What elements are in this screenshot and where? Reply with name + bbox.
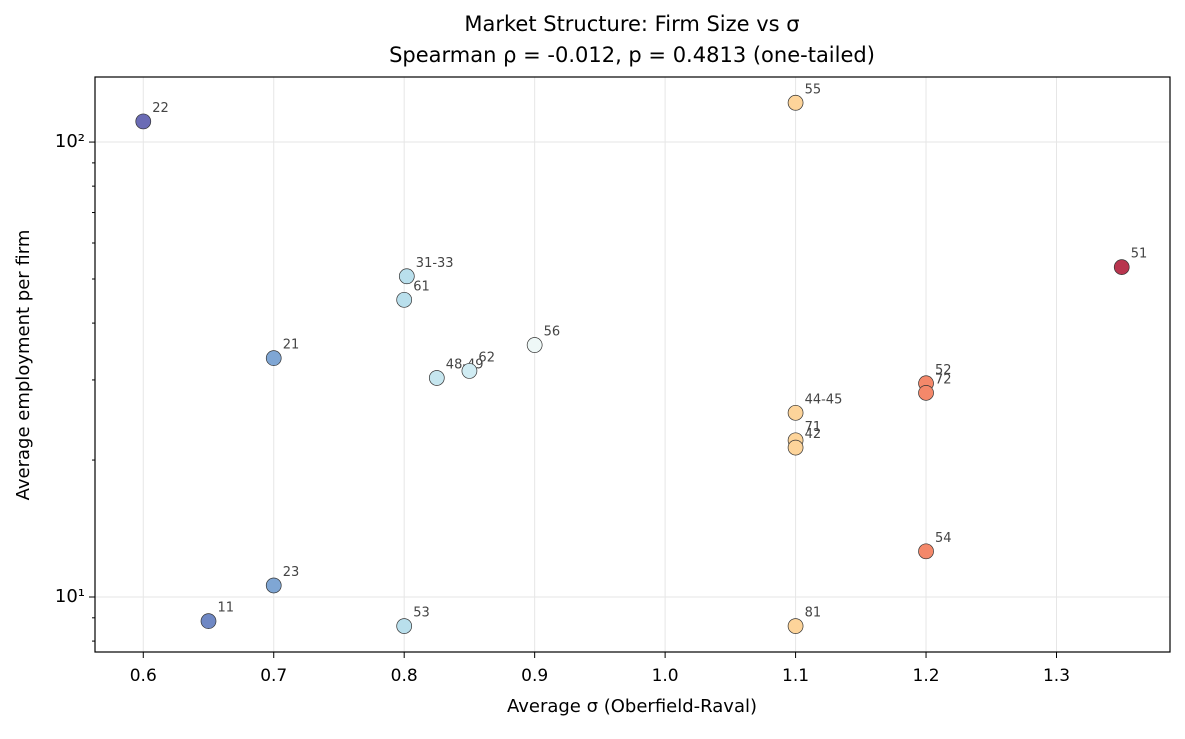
- x-tick-label: 0.9: [521, 666, 548, 686]
- point-label: 54: [935, 531, 952, 546]
- x-tick-label: 0.7: [260, 666, 287, 686]
- point-label: 62: [478, 350, 495, 365]
- x-tick-label: 0.6: [130, 666, 157, 686]
- point: [787, 618, 804, 634]
- point-label: 51: [1131, 247, 1148, 262]
- x-tick-label: 1.3: [1043, 666, 1070, 686]
- point-label: 44-45: [805, 392, 843, 407]
- point-label: 23: [283, 565, 300, 580]
- point-label: 11: [218, 601, 235, 616]
- point: [396, 291, 413, 308]
- point-label: 42: [805, 427, 822, 442]
- point: [398, 268, 415, 285]
- point-label: 71: [805, 420, 822, 435]
- point: [135, 113, 152, 130]
- x-tick-label: 1.1: [782, 666, 809, 686]
- point: [787, 439, 804, 456]
- point-label: 72: [935, 372, 952, 387]
- y-axis-label: Average employment per firm: [13, 230, 34, 501]
- plot-frame: [94, 76, 1171, 653]
- x-axis-label: Average σ (Oberfield-Raval): [507, 696, 757, 717]
- point-label: 61: [413, 279, 430, 294]
- point: [428, 370, 445, 386]
- point: [918, 543, 934, 560]
- point-label: 56: [544, 325, 561, 340]
- x-tick-label: 1.0: [652, 666, 679, 686]
- point-label: 22: [152, 101, 169, 116]
- point-label: 31-33: [416, 256, 454, 271]
- y-tick-label: 10²: [55, 131, 85, 152]
- point: [461, 363, 478, 379]
- y-tick-label: 10¹: [55, 586, 85, 607]
- point-label: 21: [283, 338, 300, 353]
- point-label: 81: [805, 606, 822, 621]
- point: [200, 613, 217, 629]
- point: [1113, 259, 1130, 275]
- point-label: 52: [935, 363, 952, 378]
- point-label: 53: [413, 606, 430, 621]
- point: [787, 94, 804, 111]
- point: [265, 577, 282, 594]
- x-tick-label: 1.2: [913, 666, 940, 686]
- x-tick-label: 0.8: [391, 666, 418, 686]
- point: [265, 350, 282, 366]
- point: [787, 404, 804, 421]
- point: [918, 385, 934, 401]
- point: [396, 618, 413, 634]
- chart-subtitle: Spearman ρ = -0.012, p = 0.4813 (one-tai…: [389, 43, 875, 67]
- point: [526, 337, 543, 353]
- chart-title: Market Structure: Firm Size vs σ: [464, 12, 799, 36]
- point-label: 55: [805, 82, 822, 97]
